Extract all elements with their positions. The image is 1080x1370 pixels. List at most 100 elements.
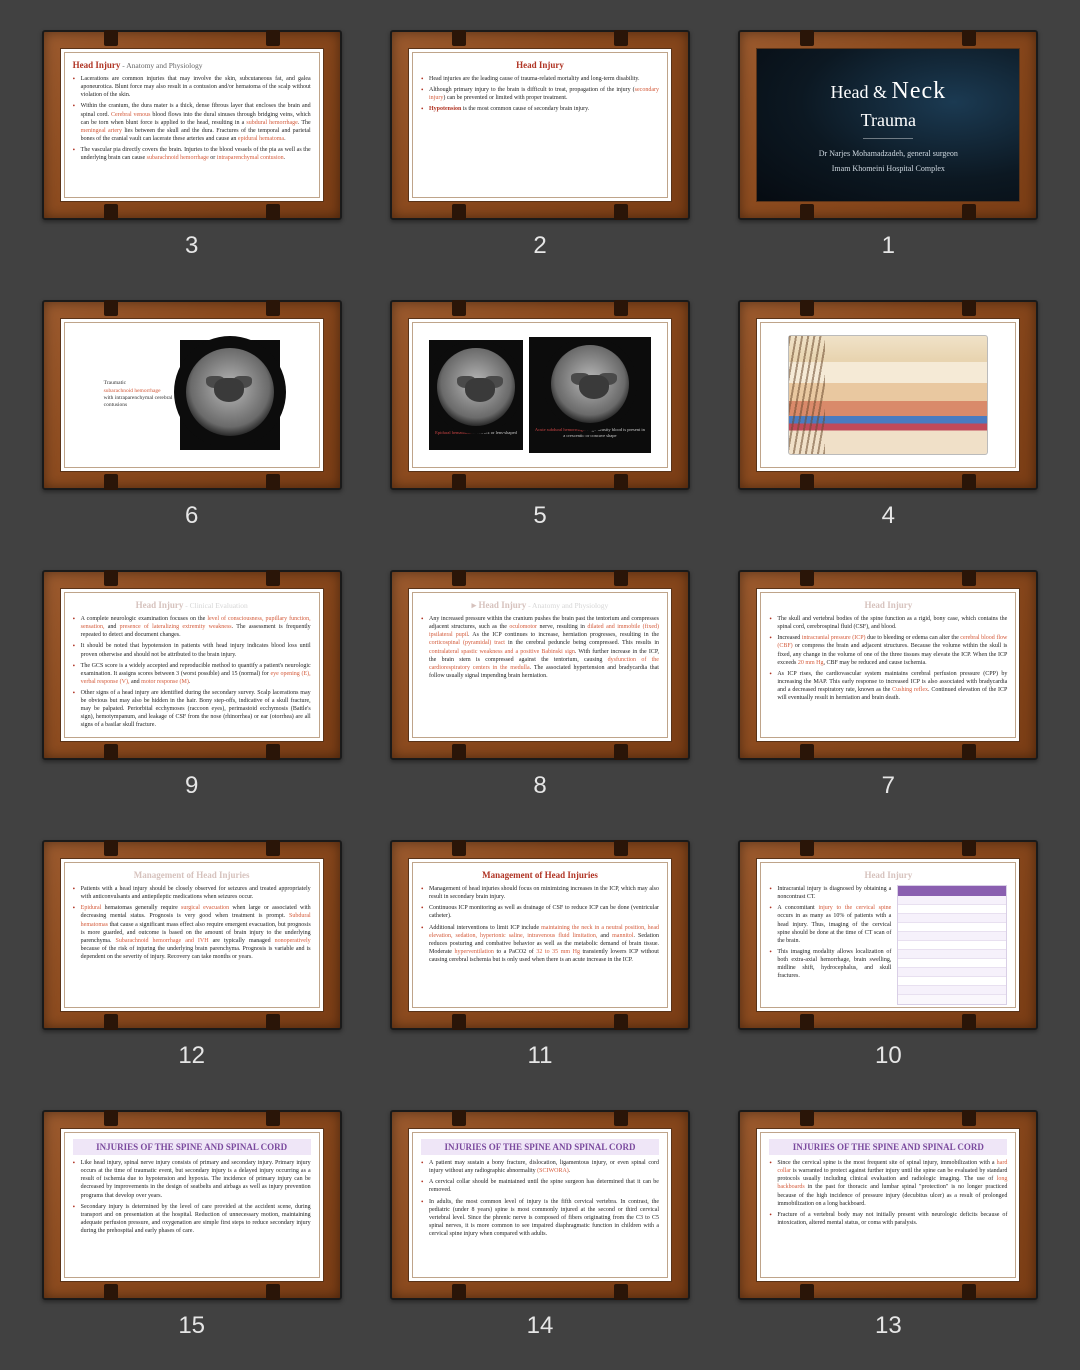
wooden-frame: Epidural hematoma. A convex or lens-shap… — [390, 300, 690, 490]
slide-thumbnail[interactable]: INJURIES OF THE SPINE AND SPINAL CORDA p… — [388, 1110, 691, 1340]
bullet-item: The GCS score is a widely accepted and r… — [81, 662, 311, 686]
slide-title: Head Injury — [421, 59, 659, 71]
slide-content — [756, 318, 1020, 472]
bullet-list: Management of head injuries should focus… — [421, 885, 659, 964]
wooden-frame: INJURIES OF THE SPINE AND SPINAL CORDA p… — [390, 1110, 690, 1300]
slide-thumbnail[interactable]: ▸ Head Injury - Anatomy and Physiology An… — [388, 570, 691, 800]
slide-thumbnail[interactable]: Head Injury - Anatomy and Physiology Lace… — [40, 30, 343, 260]
slide-content: Management of Head InjuriesPatients with… — [60, 858, 324, 1012]
bullet-item: Head injuries are the leading cause of t… — [429, 75, 659, 83]
bullet-item: Management of head injuries should focus… — [429, 885, 659, 901]
slide-number: 6 — [185, 502, 198, 530]
bullet-list: Patients with a head injury should be cl… — [73, 885, 311, 961]
slide-content: INJURIES OF THE SPINE AND SPINAL CORDA p… — [408, 1128, 672, 1282]
bullet-item: A patient may sustain a bony fracture, d… — [429, 1159, 659, 1175]
bullet-item: As ICP rises, the cardiovascular system … — [777, 670, 1007, 702]
slide-content: Head Injury - Anatomy and Physiology Lace… — [60, 48, 324, 202]
slide-number: 10 — [875, 1042, 902, 1070]
slide-thumbnail[interactable]: Head InjuryThe skull and vertebral bodie… — [737, 570, 1040, 800]
bullet-item: This imaging modality allows localizatio… — [777, 948, 1007, 980]
wooden-frame: Head InjuryThe skull and vertebral bodie… — [738, 570, 1038, 760]
slide-title: INJURIES OF THE SPINE AND SPINAL CORD — [769, 1139, 1007, 1155]
bullet-item: The skull and vertebral bodies of the sp… — [777, 615, 1007, 631]
slide-content: Head Injury Head injuries are the leading… — [408, 48, 672, 202]
wooden-frame: Management of Head InjuriesPatients with… — [42, 840, 342, 1030]
slide-content: INJURIES OF THE SPINE AND SPINAL CORD Lik… — [60, 1128, 324, 1282]
slide-number: 2 — [533, 232, 546, 260]
slide-content: Head & NeckTraumaDr Narjes Mohamadzadeh,… — [756, 48, 1020, 202]
slide-title: Head Injury — [769, 869, 1007, 881]
slide-number: 1 — [882, 232, 895, 260]
bullet-item: Any increased pressure within the craniu… — [429, 615, 659, 680]
wooden-frame: Head & NeckTraumaDr Narjes Mohamadzadeh,… — [738, 30, 1038, 220]
wooden-frame: Management of Head InjuriesManagement of… — [390, 840, 690, 1030]
bullet-list: The skull and vertebral bodies of the sp… — [769, 615, 1007, 702]
bullet-item: Intracranial injury is diagnosed by obta… — [777, 885, 1007, 901]
bullet-list: A patient may sustain a bony fracture, d… — [421, 1159, 659, 1238]
bullet-item: Lacerations are common injuries that may… — [81, 75, 311, 99]
slide-content: Traumatic subarachnoid hemorrhage with i… — [60, 318, 324, 472]
slide-thumbnail[interactable]: Management of Head InjuriesPatients with… — [40, 840, 343, 1070]
slide-title: INJURIES OF THE SPINE AND SPINAL CORD — [73, 1139, 311, 1155]
bullet-item: A cervical collar should be maintained u… — [429, 1178, 659, 1194]
wooden-frame: Head Injury Intracranial injury is diagno… — [738, 840, 1038, 1030]
bullet-item: Secondary injury is determined by the le… — [81, 1203, 311, 1235]
bullet-list: Since the cervical spine is the most fre… — [769, 1159, 1007, 1227]
bullet-list: A complete neurologic examination focuse… — [73, 615, 311, 729]
slide-grid: Head Injury - Anatomy and Physiology Lace… — [40, 30, 1040, 1340]
bullet-item: Continuous ICP monitoring as well as dra… — [429, 904, 659, 920]
bullet-list: Like head injury, spinal nerve injury co… — [73, 1159, 311, 1235]
slide-thumbnail[interactable]: Head Injury Head injuries are the leading… — [388, 30, 691, 260]
slide-content: Management of Head InjuriesManagement of… — [408, 858, 672, 1012]
bullet-list: Head injuries are the leading cause of t… — [421, 75, 659, 113]
slide-content: ▸ Head Injury - Anatomy and Physiology An… — [408, 588, 672, 742]
slide-number: 15 — [178, 1312, 205, 1340]
slide-number: 4 — [882, 502, 895, 530]
wooden-frame — [738, 300, 1038, 490]
slide-thumbnail[interactable]: INJURIES OF THE SPINE AND SPINAL CORD Lik… — [40, 1110, 343, 1340]
bullet-item: Within the cranium, the dura mater is a … — [81, 102, 311, 142]
slide-content: Head Injury - Clinical EvaluationA compl… — [60, 588, 324, 742]
slide-thumbnail[interactable]: 4 — [737, 300, 1040, 530]
slide-number: 8 — [533, 772, 546, 800]
slide-content: INJURIES OF THE SPINE AND SPINAL CORD Sin… — [756, 1128, 1020, 1282]
bullet-item: The vascular pia directly covers the bra… — [81, 146, 311, 162]
slide-number: 5 — [533, 502, 546, 530]
slide-thumbnail[interactable]: Management of Head InjuriesManagement of… — [388, 840, 691, 1070]
slide-number: 9 — [185, 772, 198, 800]
bullet-item: Increased intracranial pressure (ICP) du… — [777, 634, 1007, 666]
slide-content: Head Injury Intracranial injury is diagno… — [756, 858, 1020, 1012]
slide-thumbnail[interactable]: INJURIES OF THE SPINE AND SPINAL CORD Sin… — [737, 1110, 1040, 1340]
slide-number: 13 — [875, 1312, 902, 1340]
wooden-frame: ▸ Head Injury - Anatomy and Physiology An… — [390, 570, 690, 760]
ct-scan: Acute subdural hemorrhage. High-density … — [529, 337, 651, 453]
slide-number: 7 — [882, 772, 895, 800]
bullet-item: Epidural hematomas generally require sur… — [81, 904, 311, 961]
slide-number: 14 — [527, 1312, 554, 1340]
wooden-frame: INJURIES OF THE SPINE AND SPINAL CORD Sin… — [738, 1110, 1038, 1300]
slide-title: Head Injury - Anatomy and Physiology — [73, 59, 311, 71]
bullet-item: Like head injury, spinal nerve injury co… — [81, 1159, 311, 1199]
bullet-item: Fracture of a vertebral body may not ini… — [777, 1211, 1007, 1227]
wooden-frame: Head Injury - Anatomy and Physiology Lace… — [42, 30, 342, 220]
slide-title: ▸ Head Injury - Anatomy and Physiology — [421, 599, 659, 611]
slide-thumbnail[interactable]: Epidural hematoma. A convex or lens-shap… — [388, 300, 691, 530]
bullet-item: Other signs of a head injury are identif… — [81, 689, 311, 729]
bullet-list: Any increased pressure within the craniu… — [421, 615, 659, 680]
slide-number: 3 — [185, 232, 198, 260]
slide-number: 11 — [528, 1042, 553, 1070]
slide-thumbnail[interactable]: Head Injury Intracranial injury is diagno… — [737, 840, 1040, 1070]
bullet-item: Additional interventions to limit ICP in… — [429, 924, 659, 964]
bullet-item: Although primary injury to the brain is … — [429, 86, 659, 102]
bullet-item: Hypotension is the most common cause of … — [429, 105, 659, 113]
slide-thumbnail[interactable]: Head Injury - Clinical EvaluationA compl… — [40, 570, 343, 800]
wooden-frame: INJURIES OF THE SPINE AND SPINAL CORD Lik… — [42, 1110, 342, 1300]
bullet-item: In adults, the most common level of inju… — [429, 1198, 659, 1238]
ct-scan: Epidural hematoma. A convex or lens-shap… — [429, 340, 523, 450]
anatomy-diagram — [788, 335, 988, 455]
bullet-item: Patients with a head injury should be cl… — [81, 885, 311, 901]
slide-thumbnail[interactable]: Head & NeckTraumaDr Narjes Mohamadzadeh,… — [737, 30, 1040, 260]
bullet-item: A complete neurologic examination focuse… — [81, 615, 311, 639]
bullet-item: A concomitant injury to the cervical spi… — [777, 904, 1007, 944]
slide-thumbnail[interactable]: Traumatic subarachnoid hemorrhage with i… — [40, 300, 343, 530]
